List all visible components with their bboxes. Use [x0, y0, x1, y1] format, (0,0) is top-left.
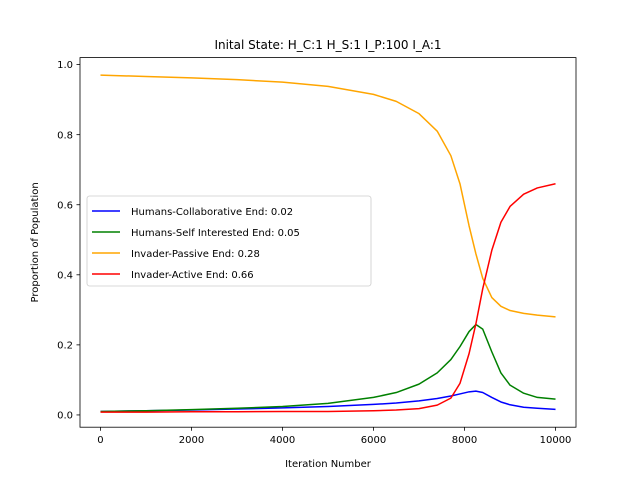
- legend-label-1: Humans-Collaborative End: 0.02: [131, 207, 293, 218]
- legend: Humans-Collaborative End: 0.02 Humans-Sel…: [86, 195, 372, 287]
- y-tick-label: 0.6: [57, 200, 73, 211]
- x-tick-label: 2000: [179, 435, 204, 446]
- x-tick-label: 10000: [540, 435, 572, 446]
- series-line-1: [100, 390, 556, 413]
- y-tick-label: 0.2: [57, 340, 73, 351]
- y-tick-label: 0.8: [57, 130, 73, 141]
- series-line-4: [100, 182, 556, 413]
- y-axis-label: Proportion of Population: [30, 182, 41, 302]
- y-tick-label: 0.0: [57, 411, 73, 422]
- plot-frame: [79, 57, 577, 428]
- x-axis-label: Iteration Number: [285, 459, 372, 470]
- series-line-3: [100, 74, 556, 318]
- x-tick-label: 4000: [270, 435, 295, 446]
- x-tick-label: 8000: [452, 435, 477, 446]
- legend-label-3: Invader-Passive End: 0.28: [131, 249, 260, 260]
- legend-label-4: Invader-Active End: 0.66: [131, 270, 254, 281]
- y-tick-label: 1.0: [57, 60, 73, 71]
- legend-label-2: Humans-Self Interested End: 0.05: [131, 228, 300, 239]
- ticks-layer: 0 2000 4000 6000 8000 10000 0.0 0.2 0.4 0.6 0.8 1.0: [57, 60, 571, 446]
- y-tick-label: 0.4: [57, 270, 73, 281]
- x-tick-label: 0: [97, 435, 103, 446]
- series-line-2: [100, 323, 556, 413]
- x-tick-label: 6000: [361, 435, 386, 446]
- chart-title: Inital State: H_C:1 H_S:1 I_P:100 I_A:1: [214, 38, 441, 52]
- series-layer: [100, 74, 556, 413]
- legend-box: [86, 195, 372, 287]
